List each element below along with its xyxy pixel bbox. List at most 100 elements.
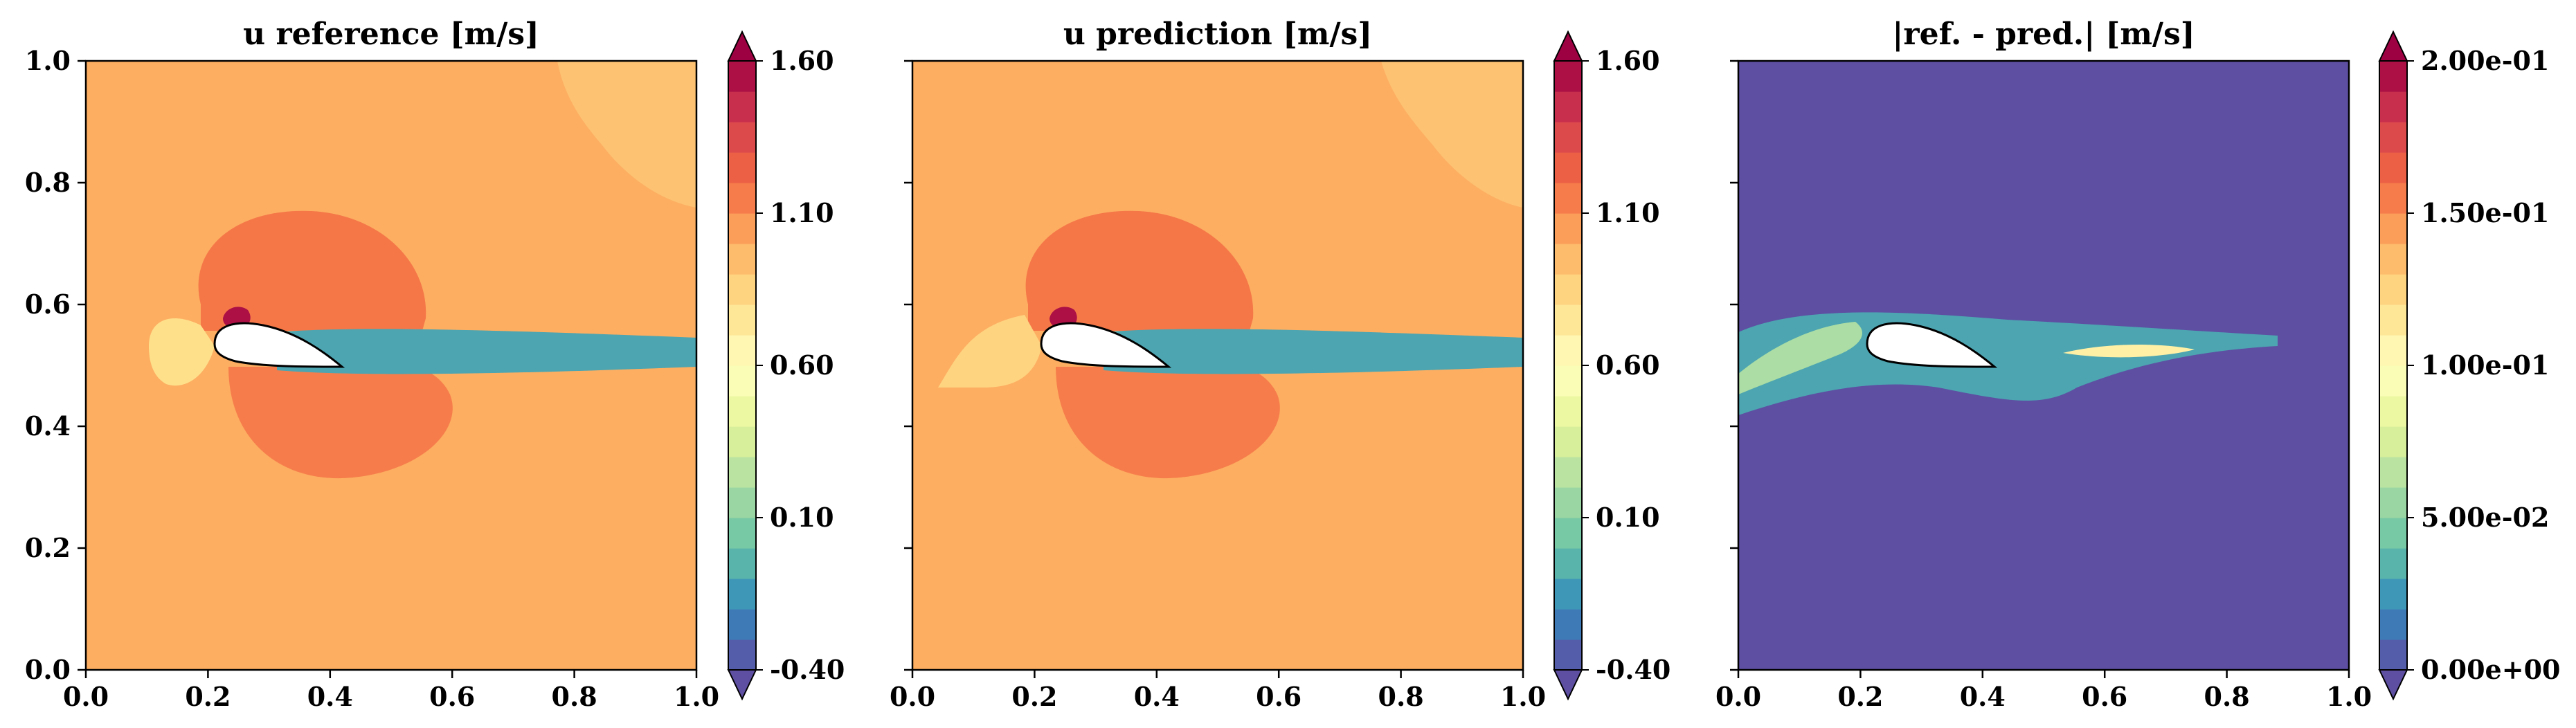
x-tick-label: 0.2 — [1837, 681, 1883, 712]
colorbar-extend-max — [1553, 30, 1583, 62]
colorbar-tick-label: 1.60 — [1596, 45, 1660, 76]
colorbar-segment — [2379, 152, 2407, 183]
wake-core — [1104, 329, 1523, 374]
x-tick-label: 0.4 — [307, 681, 353, 712]
colorbar-segment — [1554, 609, 1582, 640]
plot-frame — [84, 60, 698, 671]
colorbar-extend-min — [1553, 669, 1583, 701]
colorbar-segment — [1554, 122, 1582, 153]
colorbar-tick-label: 0.60 — [770, 349, 834, 381]
colorbar-segment — [1554, 274, 1582, 305]
colorbar: 2.00e-01 1.50e-01 1.00e-01 5.00e-02 0.00e+00 — [2378, 30, 2560, 701]
colorbar-segment — [728, 304, 756, 336]
colorbar-segment — [728, 457, 756, 488]
y-axis: 0.0 0.2 0.4 0.6 0.8 1.0 — [25, 45, 86, 685]
colorbar-tick-label: 1.00e-01 — [2421, 349, 2549, 381]
colorbar-segment — [728, 518, 756, 549]
lower-acceleration-lobe — [228, 367, 453, 479]
x-tick-label: 0.4 — [1134, 681, 1180, 712]
y-tick-label: 0.8 — [25, 167, 71, 198]
y-axis — [1730, 60, 1738, 671]
colorbar-segment — [1554, 152, 1582, 183]
colorbar-segment — [2379, 609, 2407, 640]
colorbar-segment — [728, 426, 756, 457]
colorbar-segment — [2379, 396, 2407, 427]
colorbar-segment — [1554, 213, 1582, 244]
colorbar-extend-max — [2378, 30, 2408, 62]
contour-field — [938, 61, 1523, 479]
colorbar-segment — [728, 579, 756, 610]
colorbar-tick-label: 1.60 — [770, 45, 834, 76]
x-tick-label: 0.6 — [429, 681, 475, 712]
upper-acceleration-lobe — [198, 210, 426, 331]
contour-field — [149, 61, 696, 479]
colorbar-segment — [728, 274, 756, 305]
colorbar-segment — [728, 335, 756, 366]
colorbar-extend-min — [2378, 669, 2408, 701]
y-axis — [904, 60, 912, 671]
colorbar-segment — [728, 91, 756, 122]
colorbar-segment — [2379, 122, 2407, 153]
colorbar-segment — [2379, 426, 2407, 457]
plot-frame — [1737, 60, 2350, 671]
airfoil — [1040, 322, 1172, 368]
x-tick-label: 0.4 — [1960, 681, 2006, 712]
colorbar-segment — [1554, 335, 1582, 366]
colorbar-segment — [728, 213, 756, 244]
colorbar-tick-label: 0.10 — [1596, 502, 1660, 533]
colorbar-segment — [1554, 579, 1582, 610]
x-axis: 0.0 0.2 0.4 0.6 0.8 1.0 — [890, 670, 1546, 712]
colorbar-tick-label: 5.00e-02 — [2421, 502, 2549, 533]
x-tick-label: 0.0 — [890, 681, 935, 712]
y-tick-label: 1.0 — [25, 45, 71, 76]
x-tick-label: 0.2 — [185, 681, 231, 712]
wake-core — [277, 329, 696, 374]
x-tick-label: 0.8 — [1378, 681, 1424, 712]
upper-acceleration-lobe — [1025, 210, 1254, 331]
x-tick-label: 1.0 — [674, 681, 719, 712]
colorbar-segment — [2379, 91, 2407, 122]
colorbar-segment — [728, 183, 756, 214]
upper-right-region — [1381, 61, 1523, 208]
colorbar-segment — [728, 152, 756, 183]
colorbar-segment — [1554, 61, 1582, 92]
panel-title: u prediction [m/s] — [1063, 17, 1372, 52]
x-tick-label: 1.0 — [2326, 681, 2372, 712]
colorbar-segment — [1554, 457, 1582, 488]
stagnation-region — [149, 318, 215, 386]
y-tick-label: 0.6 — [25, 289, 71, 320]
colorbar-segment — [2379, 304, 2407, 336]
panel-abs-error: |ref. - pred.| [m/s] 0.0 0.2 0.4 0.6 0.8 1.0 … — [1715, 17, 2561, 712]
colorbar-tick-label: 0.10 — [770, 502, 834, 533]
colorbar-segment — [1554, 639, 1582, 671]
colorbar: 1.60 1.10 0.60 0.10 -0.40 — [1553, 30, 1670, 701]
colorbar-segment — [2379, 457, 2407, 488]
panel-title: u reference [m/s] — [243, 17, 539, 52]
colorbar-segment — [1554, 396, 1582, 427]
colorbar-extend-min — [727, 669, 757, 701]
colorbar-segment — [728, 61, 756, 92]
upper-right-region — [557, 61, 696, 208]
colorbar-segment — [2379, 518, 2407, 549]
panel-u-reference: u reference [m/s] 0.0 0.2 0.4 0.6 0.8 1.0 0.0… — [25, 17, 845, 712]
x-tick-label: 1.0 — [1500, 681, 1546, 712]
colorbar-segment — [728, 609, 756, 640]
x-tick-label: 0.8 — [552, 681, 597, 712]
colorbar-tick-label: 1.50e-01 — [2421, 197, 2549, 228]
colorbar: 1.60 1.10 0.60 0.10 -0.40 — [727, 30, 845, 701]
colorbar-segment — [1554, 548, 1582, 579]
colorbar-segment — [1554, 518, 1582, 549]
colorbar-segment — [1554, 365, 1582, 397]
airfoil — [1866, 322, 1998, 368]
colorbar-segment — [728, 244, 756, 275]
x-tick-label: 0.0 — [63, 681, 109, 712]
airfoil — [213, 322, 345, 368]
y-tick-label: 0.0 — [25, 654, 71, 685]
x-axis: 0.0 0.2 0.4 0.6 0.8 1.0 — [63, 670, 719, 712]
colorbar-segment — [1554, 244, 1582, 275]
y-tick-label: 0.4 — [25, 410, 71, 442]
x-tick-label: 0.0 — [1715, 681, 1761, 712]
colorbar-extend-max — [727, 30, 757, 62]
panel-title: |ref. - pred.| [m/s] — [1892, 17, 2195, 52]
